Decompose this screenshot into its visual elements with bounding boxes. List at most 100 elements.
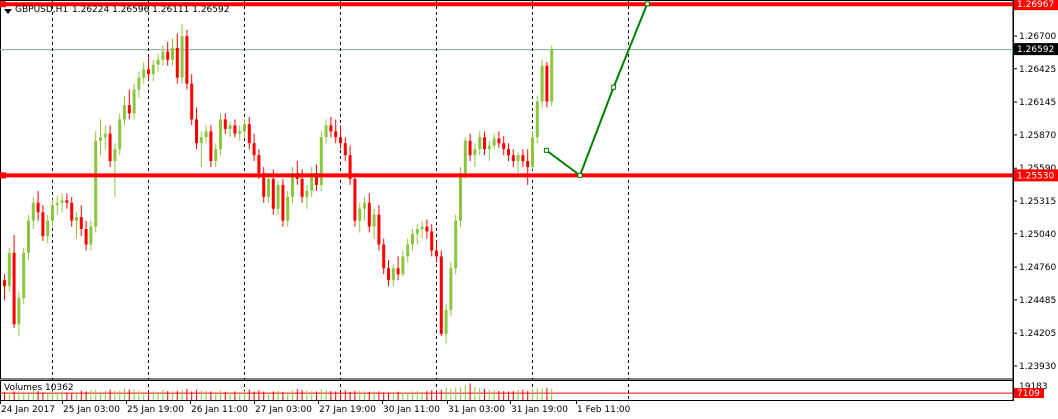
time-tick-label: 25 Jan 19:00 [127,405,184,415]
candle-body [123,105,126,120]
candle-body [435,250,438,257]
candle-body [358,208,362,221]
candle-body [535,101,539,138]
candle-body [391,268,395,281]
price-tick-label: 1.25315 [1019,197,1056,207]
volume-bars [4,383,553,400]
candle-body [367,202,371,227]
candle-body [473,149,477,156]
price-tick-label: 1.26145 [1019,98,1056,108]
time-tick-label: 26 Jan 11:00 [191,405,248,415]
horizontal-lines[interactable] [0,1,1013,179]
main-chart-frame [0,0,1014,380]
candle-body [113,149,117,162]
candle-body [382,244,386,269]
candle-body [468,140,472,156]
horizontal-line-tag-label: 1.26967 [1017,0,1054,10]
candle-body [492,138,496,146]
candle-body [238,131,242,134]
candle-body [401,256,405,275]
candle-body [103,133,107,138]
price-tick-label: 1.26700 [1019,32,1056,42]
candle-body [281,184,285,221]
candle-body [396,268,400,275]
candle-body [487,145,491,150]
price-tick-label: 1.25040 [1019,230,1056,240]
candle-body [372,214,376,227]
candle-body [420,226,424,229]
candle-body [348,155,352,179]
candle-body [339,137,342,144]
price-axis: 1.26700 1.26425 1.26145 1.25870 1.25590 1.253… [1013,32,1056,372]
candle-body [319,137,323,185]
candle-body [156,59,160,65]
candle-body [7,252,11,287]
candle-body [142,69,146,78]
candle-body [27,220,30,253]
candle-body [127,105,131,114]
horizontal-line-handle[interactable] [0,1,6,8]
candle-body [540,65,544,102]
candle-body [118,119,122,150]
candle-body [531,137,534,168]
candle-body [449,268,453,311]
horizontal-line-handle[interactable] [0,172,6,179]
candle-body [425,226,429,232]
candle-body [463,140,467,174]
candle-body [271,178,275,209]
candle-body [454,220,458,269]
candle-body [387,268,390,281]
price-tick-label: 1.24485 [1019,296,1056,306]
trend-projection-point[interactable] [577,172,583,178]
candle-body [46,220,50,237]
candle-body [60,200,64,203]
candle-body [99,137,102,141]
candle-body [70,202,74,221]
chart-menu-triangle-icon[interactable] [4,9,12,14]
trend-projection-point[interactable] [644,1,650,7]
candle-body [17,298,21,325]
candle-body [353,178,357,221]
candle-body [84,228,88,245]
candle-body [305,190,309,197]
time-tick-label: 30 Jan 11:00 [383,405,440,415]
candle-body [511,155,515,162]
candle-body [41,212,45,237]
volume-panel-frame [0,380,1014,401]
candle-body [79,217,83,229]
volume-tick-label: 19183 [1019,382,1048,392]
candle-body [180,36,184,78]
candle-body [459,173,462,221]
candle-body [223,119,227,129]
price-tick-label: 1.24205 [1019,329,1056,339]
candle-body [286,196,290,221]
candle-body [147,69,150,75]
candle-body [526,161,530,168]
current-price-tag [1014,43,1058,56]
trend-projection-point[interactable] [543,147,549,153]
trend-projection[interactable] [543,1,650,178]
candle-body [343,143,347,156]
trend-projection-point[interactable] [611,84,617,90]
candle-body [415,228,419,234]
current-price-tag-label: 1.26592 [1017,45,1054,55]
candle-body [94,140,98,227]
candle-body [195,119,198,144]
candle-body [550,49,554,102]
candle-body [22,252,26,299]
candle-body [497,138,501,144]
time-tick-label: 25 Jan 03:00 [63,405,120,415]
candle-body [411,233,414,245]
candle-body [36,202,40,213]
candle-body [204,131,208,138]
candle-body [161,51,165,60]
price-tick-label: 1.25590 [1019,164,1056,174]
candle-body [3,280,6,287]
symbol-label: GBPUSD,H1 [15,5,68,15]
volume-value-tag [1014,388,1044,399]
candle-body [171,47,174,60]
volumes-label: Volumes 10362 [4,383,74,393]
candle-body [228,125,232,129]
trend-projection-line[interactable] [545,3,649,177]
